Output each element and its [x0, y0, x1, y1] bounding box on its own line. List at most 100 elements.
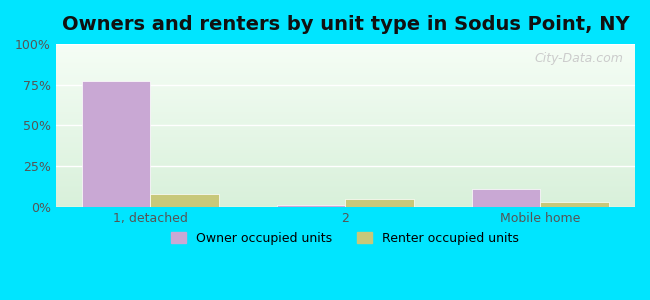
Bar — [56, 173, 635, 174]
Bar — [56, 139, 635, 140]
Bar — [56, 104, 635, 106]
Bar — [56, 93, 635, 94]
Legend: Owner occupied units, Renter occupied units: Owner occupied units, Renter occupied un… — [166, 226, 525, 250]
Bar — [56, 182, 635, 184]
Bar — [56, 121, 635, 122]
Bar — [56, 166, 635, 168]
Bar — [56, 168, 635, 169]
Bar — [150, 194, 218, 207]
Bar — [56, 134, 635, 135]
Bar — [56, 68, 635, 70]
Bar — [56, 55, 635, 57]
Bar — [56, 116, 635, 117]
Bar — [56, 125, 635, 127]
Bar — [56, 76, 635, 78]
Bar — [56, 72, 635, 73]
Bar — [56, 64, 635, 65]
Bar — [56, 137, 635, 139]
Bar — [56, 143, 635, 145]
Text: City-Data.com: City-Data.com — [534, 52, 623, 65]
Bar — [56, 152, 635, 153]
Bar — [56, 58, 635, 60]
Bar — [56, 67, 635, 68]
Bar — [56, 156, 635, 158]
Bar — [540, 202, 608, 207]
Bar — [56, 124, 635, 125]
Bar — [56, 150, 635, 152]
Bar — [56, 81, 635, 83]
Bar — [56, 73, 635, 75]
Bar — [56, 140, 635, 142]
Bar — [56, 184, 635, 186]
Bar — [56, 83, 635, 85]
Bar — [56, 109, 635, 111]
Bar — [56, 147, 635, 148]
Bar — [56, 192, 635, 194]
Bar — [56, 54, 635, 55]
Bar — [56, 196, 635, 197]
Bar — [56, 202, 635, 204]
Bar — [56, 145, 635, 147]
Bar — [56, 163, 635, 165]
Bar — [56, 130, 635, 132]
Bar — [56, 171, 635, 173]
Bar — [56, 91, 635, 93]
Bar — [56, 189, 635, 190]
Bar — [56, 49, 635, 50]
Bar — [56, 119, 635, 121]
Bar — [56, 60, 635, 62]
Bar — [56, 78, 635, 80]
Bar — [56, 197, 635, 199]
Bar — [56, 176, 635, 178]
Bar — [56, 57, 635, 58]
Bar — [56, 96, 635, 98]
Bar — [56, 107, 635, 109]
Bar — [56, 89, 635, 91]
Bar — [56, 70, 635, 72]
Bar — [56, 111, 635, 112]
Bar — [277, 205, 345, 207]
Bar — [56, 47, 635, 49]
Bar — [56, 194, 635, 196]
Bar — [56, 135, 635, 137]
Bar — [56, 114, 635, 116]
Bar — [56, 199, 635, 200]
Bar — [56, 75, 635, 76]
Bar — [56, 112, 635, 114]
Bar — [82, 81, 150, 207]
Bar — [345, 199, 413, 207]
Bar — [56, 200, 635, 202]
Bar — [56, 179, 635, 181]
Bar — [56, 86, 635, 88]
Bar — [56, 160, 635, 161]
Bar — [56, 122, 635, 124]
Bar — [56, 103, 635, 104]
Bar — [56, 174, 635, 176]
Bar — [56, 178, 635, 179]
Bar — [56, 62, 635, 64]
Title: Owners and renters by unit type in Sodus Point, NY: Owners and renters by unit type in Sodus… — [62, 15, 629, 34]
Bar — [56, 155, 635, 156]
Bar — [472, 189, 540, 207]
Bar — [56, 50, 635, 52]
Bar — [56, 205, 635, 207]
Bar — [56, 88, 635, 89]
Bar — [56, 186, 635, 188]
Bar — [56, 52, 635, 54]
Bar — [56, 85, 635, 86]
Bar — [56, 129, 635, 130]
Bar — [56, 101, 635, 103]
Bar — [56, 132, 635, 134]
Bar — [56, 181, 635, 182]
Bar — [56, 165, 635, 166]
Bar — [56, 153, 635, 155]
Bar — [56, 44, 635, 46]
Bar — [56, 80, 635, 81]
Bar — [56, 46, 635, 47]
Bar — [56, 148, 635, 150]
Bar — [56, 94, 635, 96]
Bar — [56, 98, 635, 99]
Bar — [56, 158, 635, 160]
Bar — [56, 190, 635, 192]
Bar — [56, 117, 635, 119]
